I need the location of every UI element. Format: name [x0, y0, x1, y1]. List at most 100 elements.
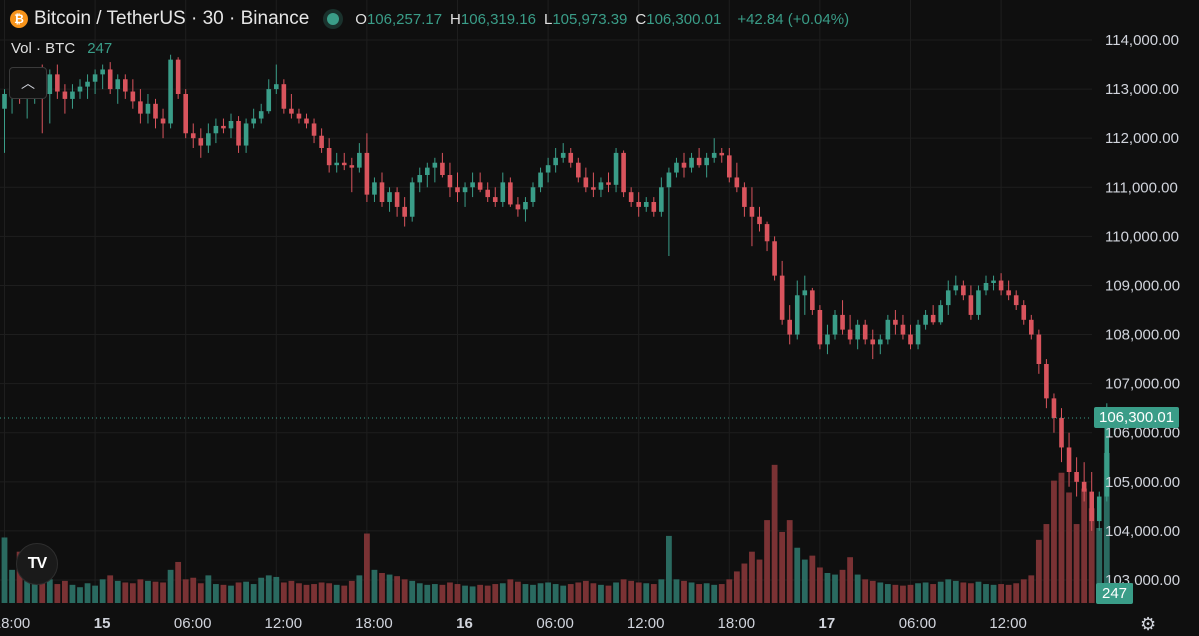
time-tick-label: 06:00 — [536, 615, 574, 632]
candle — [432, 157, 438, 183]
volume-bar — [749, 551, 755, 603]
candle-body — [613, 152, 619, 185]
price-tick-label: 105,000.00 — [1105, 474, 1180, 491]
volume-bar — [613, 582, 619, 603]
candle — [855, 319, 860, 350]
candle-body — [440, 162, 445, 175]
candle-body — [160, 118, 166, 124]
candle — [228, 113, 234, 139]
volume-bar — [243, 581, 249, 603]
candle — [274, 64, 279, 94]
volume-bar — [265, 575, 272, 603]
candle — [115, 74, 121, 104]
volume-bar — [333, 584, 340, 603]
volume-bar — [145, 580, 151, 603]
candle-body — [742, 187, 747, 207]
candle — [945, 280, 951, 315]
volume-bar — [990, 584, 997, 603]
candle — [1059, 408, 1064, 463]
candle — [764, 221, 770, 252]
open-value: 106,257.17 — [366, 10, 443, 28]
candle-body — [289, 108, 294, 114]
candle-body — [523, 202, 528, 210]
candle-body — [893, 319, 898, 325]
chevron-up-icon: ︿ — [21, 75, 35, 91]
candle — [817, 305, 823, 350]
candle — [923, 310, 928, 330]
candle-body — [553, 157, 558, 166]
candle — [160, 108, 166, 139]
candle — [983, 275, 989, 296]
volume-bar — [809, 555, 816, 603]
candle — [968, 285, 974, 320]
time-tick-label: 16 — [456, 615, 473, 632]
price-tick-label: 106,000.00 — [1105, 425, 1180, 442]
candle-body — [55, 74, 60, 92]
candle — [840, 300, 845, 335]
volume-bar — [250, 584, 257, 603]
candle-body — [870, 339, 876, 345]
candle-body — [923, 314, 928, 325]
gear-icon[interactable]: ⚙ — [1140, 614, 1157, 634]
candle — [153, 98, 158, 129]
candle — [523, 197, 528, 222]
volume-bar — [786, 520, 793, 603]
candle-body — [908, 334, 913, 345]
candle — [1036, 329, 1042, 374]
candle — [92, 69, 98, 94]
market-status-dot-icon — [327, 13, 340, 25]
symbol-header: ₿ Bitcoin / TetherUS · 30 · Binance O106… — [10, 6, 849, 32]
volume-bar — [854, 574, 861, 603]
symbol-title[interactable]: Bitcoin / TetherUS · 30 · Binance — [34, 8, 310, 29]
volume-bar — [228, 585, 234, 603]
candle-body — [666, 172, 672, 188]
volume-bar — [409, 580, 416, 603]
candle-body — [1029, 319, 1034, 335]
volume-bar — [552, 584, 559, 603]
candle-body — [1096, 496, 1102, 522]
volume-bar — [356, 575, 363, 603]
candle-body — [560, 152, 566, 158]
collapse-legend-button[interactable]: ︿ — [9, 67, 47, 99]
volume-bar — [107, 575, 114, 603]
volume-bar — [348, 580, 355, 603]
volume-bar — [643, 583, 650, 603]
candle — [591, 172, 596, 198]
candle — [394, 187, 400, 217]
candle-body — [455, 187, 460, 193]
volume-indicator-legend[interactable]: Vol · BTC 247 — [11, 40, 112, 57]
candle — [606, 172, 611, 193]
volume-bar — [454, 584, 461, 603]
volume-bar — [1081, 488, 1088, 603]
volume-bar — [197, 583, 204, 603]
volume-bar — [530, 584, 536, 603]
candle — [787, 305, 792, 345]
volume-bar — [847, 557, 853, 603]
candle-body — [62, 91, 68, 99]
candle — [930, 305, 936, 325]
candle — [696, 148, 702, 168]
price-tick-label: 108,000.00 — [1105, 327, 1180, 344]
candle-body — [945, 290, 951, 306]
tradingview-logo-icon[interactable]: TV — [16, 543, 58, 585]
volume-bar — [447, 582, 453, 603]
candle-body — [598, 182, 604, 190]
candle — [296, 108, 302, 124]
volume-bar — [628, 580, 635, 603]
candle-body — [976, 290, 981, 315]
volume-indicator-label: Vol · BTC — [11, 40, 76, 57]
volume-bar — [235, 582, 242, 603]
candle-body — [236, 121, 241, 146]
candle-body — [847, 329, 853, 340]
volume-bar — [54, 584, 61, 603]
volume-bar — [545, 582, 551, 603]
candle-body — [394, 192, 400, 207]
candle-body — [545, 165, 551, 173]
candle-body — [281, 84, 287, 109]
volume-bar — [522, 584, 529, 603]
candle-body — [334, 162, 339, 166]
price-change: +42.84 (+0.04%) — [737, 10, 850, 28]
volume-bar — [220, 584, 227, 603]
volume-bar — [764, 520, 770, 603]
